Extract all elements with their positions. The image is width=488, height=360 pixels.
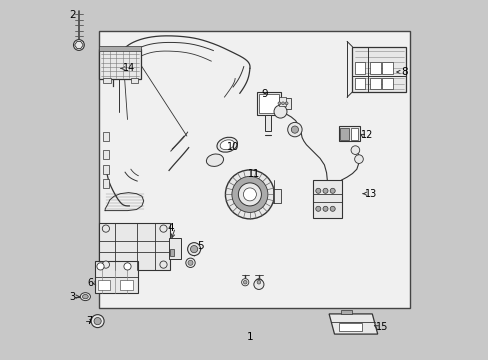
Bar	[273, 189, 281, 203]
Circle shape	[253, 279, 264, 289]
Bar	[278, 97, 285, 106]
Text: 9: 9	[261, 89, 267, 99]
Circle shape	[322, 206, 327, 211]
Bar	[381, 62, 392, 74]
Bar	[258, 94, 278, 113]
Text: 7: 7	[86, 316, 92, 326]
Circle shape	[277, 102, 280, 105]
Circle shape	[273, 105, 286, 118]
Circle shape	[123, 263, 131, 270]
Bar	[352, 47, 405, 92]
Text: 13: 13	[365, 189, 377, 199]
Circle shape	[73, 40, 84, 50]
Circle shape	[243, 188, 256, 201]
Circle shape	[91, 315, 104, 328]
Circle shape	[285, 102, 287, 105]
Text: 15: 15	[375, 322, 387, 332]
Bar	[350, 128, 357, 140]
Bar	[312, 180, 341, 218]
Bar	[131, 78, 138, 83]
Ellipse shape	[82, 294, 88, 299]
Text: 11: 11	[247, 168, 260, 179]
Bar	[257, 92, 280, 115]
Text: 8: 8	[401, 67, 407, 77]
Circle shape	[287, 122, 302, 137]
Circle shape	[225, 170, 274, 219]
Bar	[120, 280, 133, 290]
Text: 14: 14	[123, 63, 135, 73]
Circle shape	[315, 188, 320, 193]
Circle shape	[187, 243, 200, 256]
Ellipse shape	[206, 154, 223, 166]
Text: 4: 4	[167, 222, 174, 233]
Polygon shape	[328, 314, 377, 334]
Circle shape	[102, 261, 109, 268]
Text: 5: 5	[197, 240, 203, 251]
Bar	[369, 62, 380, 74]
Circle shape	[238, 183, 261, 206]
Text: 12: 12	[360, 130, 372, 140]
Ellipse shape	[217, 137, 237, 152]
Bar	[99, 31, 409, 308]
Bar	[99, 223, 169, 270]
Bar	[103, 150, 109, 159]
Circle shape	[160, 225, 167, 232]
Circle shape	[322, 188, 327, 193]
Circle shape	[315, 206, 320, 211]
Bar	[338, 126, 359, 141]
Circle shape	[160, 261, 167, 268]
Bar	[354, 78, 365, 89]
Bar	[103, 78, 110, 83]
Bar	[103, 179, 109, 188]
Polygon shape	[75, 41, 83, 49]
Bar	[103, 132, 109, 141]
Circle shape	[231, 176, 267, 212]
Bar	[340, 128, 348, 140]
Circle shape	[255, 279, 262, 286]
Circle shape	[354, 155, 363, 163]
Circle shape	[243, 280, 246, 284]
Circle shape	[97, 263, 104, 270]
Circle shape	[94, 318, 101, 325]
Circle shape	[190, 246, 197, 253]
Circle shape	[102, 225, 109, 232]
Circle shape	[257, 280, 260, 284]
Bar	[170, 249, 174, 256]
Bar	[98, 280, 110, 290]
Bar	[340, 310, 351, 314]
Text: 2: 2	[69, 10, 76, 20]
Bar	[276, 98, 290, 109]
Circle shape	[281, 102, 284, 105]
Circle shape	[185, 258, 195, 267]
Bar	[264, 115, 270, 131]
Circle shape	[329, 206, 335, 211]
Bar	[369, 78, 380, 89]
Text: 10: 10	[226, 142, 239, 152]
Circle shape	[350, 146, 359, 154]
Text: 6: 6	[87, 278, 93, 288]
Bar	[103, 165, 109, 174]
Bar	[99, 49, 141, 79]
Circle shape	[241, 279, 248, 286]
Text: 1: 1	[246, 332, 253, 342]
Bar	[95, 261, 138, 293]
Ellipse shape	[80, 293, 90, 301]
Circle shape	[291, 126, 298, 133]
Circle shape	[329, 188, 335, 193]
Bar	[354, 62, 365, 74]
Circle shape	[187, 260, 193, 265]
Bar	[381, 78, 392, 89]
Bar	[168, 238, 181, 259]
Bar	[338, 323, 362, 331]
Ellipse shape	[220, 140, 234, 150]
Text: 3: 3	[69, 292, 75, 302]
Bar	[99, 46, 141, 51]
